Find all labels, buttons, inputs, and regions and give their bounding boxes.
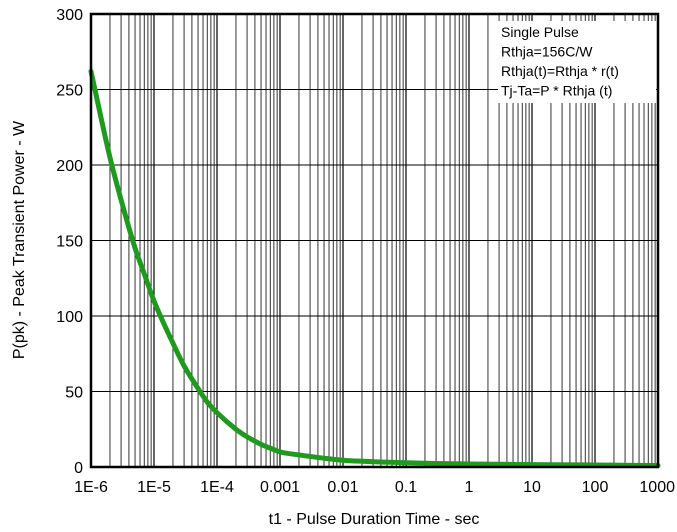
x-tick-label: 0.01: [327, 479, 358, 496]
annotation-line: Single Pulse: [501, 24, 579, 40]
x-tick-label: 1E-5: [137, 479, 171, 496]
x-tick-label: 10: [523, 479, 541, 496]
y-tick-label: 150: [56, 234, 83, 251]
x-tick-label: 1E-6: [74, 479, 108, 496]
x-tick-label: 0.001: [260, 479, 300, 496]
annotation-line: Rthja=156C/W: [501, 44, 593, 60]
y-axis-label: P(pk) - Peak Transient Power - W: [11, 120, 28, 359]
y-tick-label: 300: [56, 7, 83, 24]
x-tick-labels: 1E-6 1E-5 1E-4 0.001 0.01 0.1 1 10 100 1000: [74, 479, 675, 496]
series-line: [88, 68, 661, 468]
y-tick-label: 100: [56, 309, 83, 326]
y-tick-labels: 0 50 100 150 200 250 300: [56, 7, 83, 477]
series: [88, 68, 661, 468]
annotation-box: [498, 21, 656, 103]
x-tick-label: 100: [582, 479, 609, 496]
y-tick-label: 250: [56, 83, 83, 100]
annotation-line: Rthja(t)=Rthja * r(t): [501, 63, 619, 79]
x-axis-label: t1 - Pulse Duration Time - sec: [269, 511, 480, 528]
x-tick-label: 1: [465, 479, 474, 496]
y-tick-label: 50: [65, 385, 83, 402]
plot-frame: [89, 12, 660, 469]
x-tick-label: 0.1: [395, 479, 417, 496]
y-tick-label: 0: [74, 460, 83, 477]
annotation-line: Tj-Ta=P * Rthja (t): [501, 83, 612, 99]
x-tick-label: 1E-4: [200, 479, 234, 496]
y-tick-label: 200: [56, 158, 83, 175]
annotations: Single Pulse Rthja=156C/W Rthja(t)=Rthja *…: [501, 24, 619, 99]
x-tick-label: 1000: [639, 479, 675, 496]
